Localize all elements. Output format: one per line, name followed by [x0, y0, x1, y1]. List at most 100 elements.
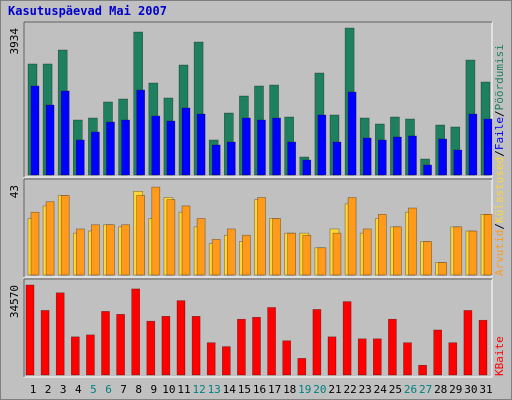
x-tick-label: 30: [464, 383, 477, 396]
legend-entry: KBaite: [493, 336, 506, 376]
x-tick-label: 12: [192, 383, 205, 396]
x-tick-label: 13: [208, 383, 221, 396]
bar: [433, 329, 443, 376]
bar: [211, 239, 221, 276]
bar: [196, 113, 206, 176]
x-tick-label: 4: [75, 383, 82, 396]
x-tick-label: 17: [268, 383, 281, 396]
legend: KBaite: [493, 336, 506, 376]
bar: [393, 136, 402, 176]
bar: [438, 262, 448, 276]
bar: [252, 316, 261, 376]
bar: [25, 284, 35, 376]
bar: [393, 226, 402, 276]
x-tick-label: 10: [162, 383, 175, 396]
bar: [206, 342, 216, 376]
bar: [191, 315, 201, 376]
bar: [166, 120, 176, 176]
bar: [151, 115, 161, 176]
bar: [423, 164, 432, 176]
x-tick-label: 18: [283, 383, 296, 396]
x-tick-label: 11: [177, 383, 190, 396]
bar: [287, 232, 297, 276]
legend-separator: /: [493, 223, 506, 230]
x-tick-label: 2: [45, 383, 52, 396]
bar: [45, 104, 55, 176]
x-tick-label: 14: [223, 383, 237, 396]
bar: [181, 107, 191, 176]
bar: [131, 288, 140, 376]
bar: [40, 310, 50, 376]
bar: [438, 138, 448, 176]
bar: [136, 195, 145, 276]
bar: [478, 319, 488, 376]
bar: [136, 89, 145, 176]
x-tick-label: 3: [60, 383, 67, 396]
bar: [403, 342, 412, 376]
bar: [76, 139, 85, 176]
legend-entry: Pöördumisi: [493, 44, 506, 110]
bar: [362, 137, 372, 176]
y-max-label: 34570: [8, 285, 21, 318]
x-tick-label: 5: [90, 383, 97, 396]
bar: [287, 141, 297, 176]
chart-title: Kasutuspäevad Mai 2007: [8, 4, 167, 18]
bar: [483, 214, 493, 276]
bar: [161, 315, 171, 376]
bar: [91, 131, 100, 176]
bar: [181, 205, 191, 276]
bar: [317, 247, 327, 276]
bar: [357, 338, 367, 376]
bar: [30, 211, 40, 276]
y-max-label: 3934: [8, 28, 21, 55]
bar: [362, 228, 372, 276]
legend-separator: /: [493, 150, 506, 157]
legend: Arvutid/Külastused/Faile/Pöördumisi: [493, 44, 506, 276]
bar: [302, 234, 312, 276]
x-tick-label: 24: [374, 383, 388, 396]
bar: [257, 119, 266, 176]
bar: [55, 292, 65, 376]
legend-entry: Arvutid: [493, 230, 506, 276]
bar: [86, 334, 95, 376]
bar: [342, 301, 352, 376]
bar: [242, 117, 251, 176]
x-tick-label: 15: [238, 383, 251, 396]
bar: [196, 218, 206, 276]
bar: [121, 224, 130, 276]
bar: [176, 300, 186, 376]
bar: [332, 232, 342, 276]
x-tick-label: 8: [135, 383, 142, 396]
bar: [408, 135, 417, 176]
bar: [297, 358, 307, 376]
bar: [211, 144, 221, 176]
bar: [106, 224, 115, 276]
x-tick-label: 27: [419, 383, 432, 396]
bar: [60, 90, 70, 176]
legend-entry: Faile: [493, 117, 506, 150]
x-tick-label: 9: [150, 383, 157, 396]
bar: [116, 314, 125, 376]
bar: [272, 117, 281, 176]
bar: [453, 149, 463, 176]
x-tick-label: 1: [30, 383, 37, 396]
bar: [388, 318, 397, 376]
bar: [101, 311, 110, 376]
bar: [377, 139, 387, 176]
bar: [327, 336, 337, 376]
bar: [347, 197, 357, 276]
bar: [30, 85, 40, 176]
bar: [453, 226, 463, 276]
bar: [483, 118, 493, 176]
bar: [468, 230, 478, 276]
x-tick-label: 6: [105, 383, 112, 396]
bar: [468, 113, 478, 176]
bar: [71, 336, 80, 376]
bar: [45, 201, 55, 276]
legend-entry: Külastused: [493, 157, 506, 223]
x-tick-label: 29: [449, 383, 462, 396]
x-tick-label: 25: [389, 383, 402, 396]
bar: [227, 141, 236, 176]
bar: [272, 218, 281, 276]
bar: [302, 159, 312, 176]
